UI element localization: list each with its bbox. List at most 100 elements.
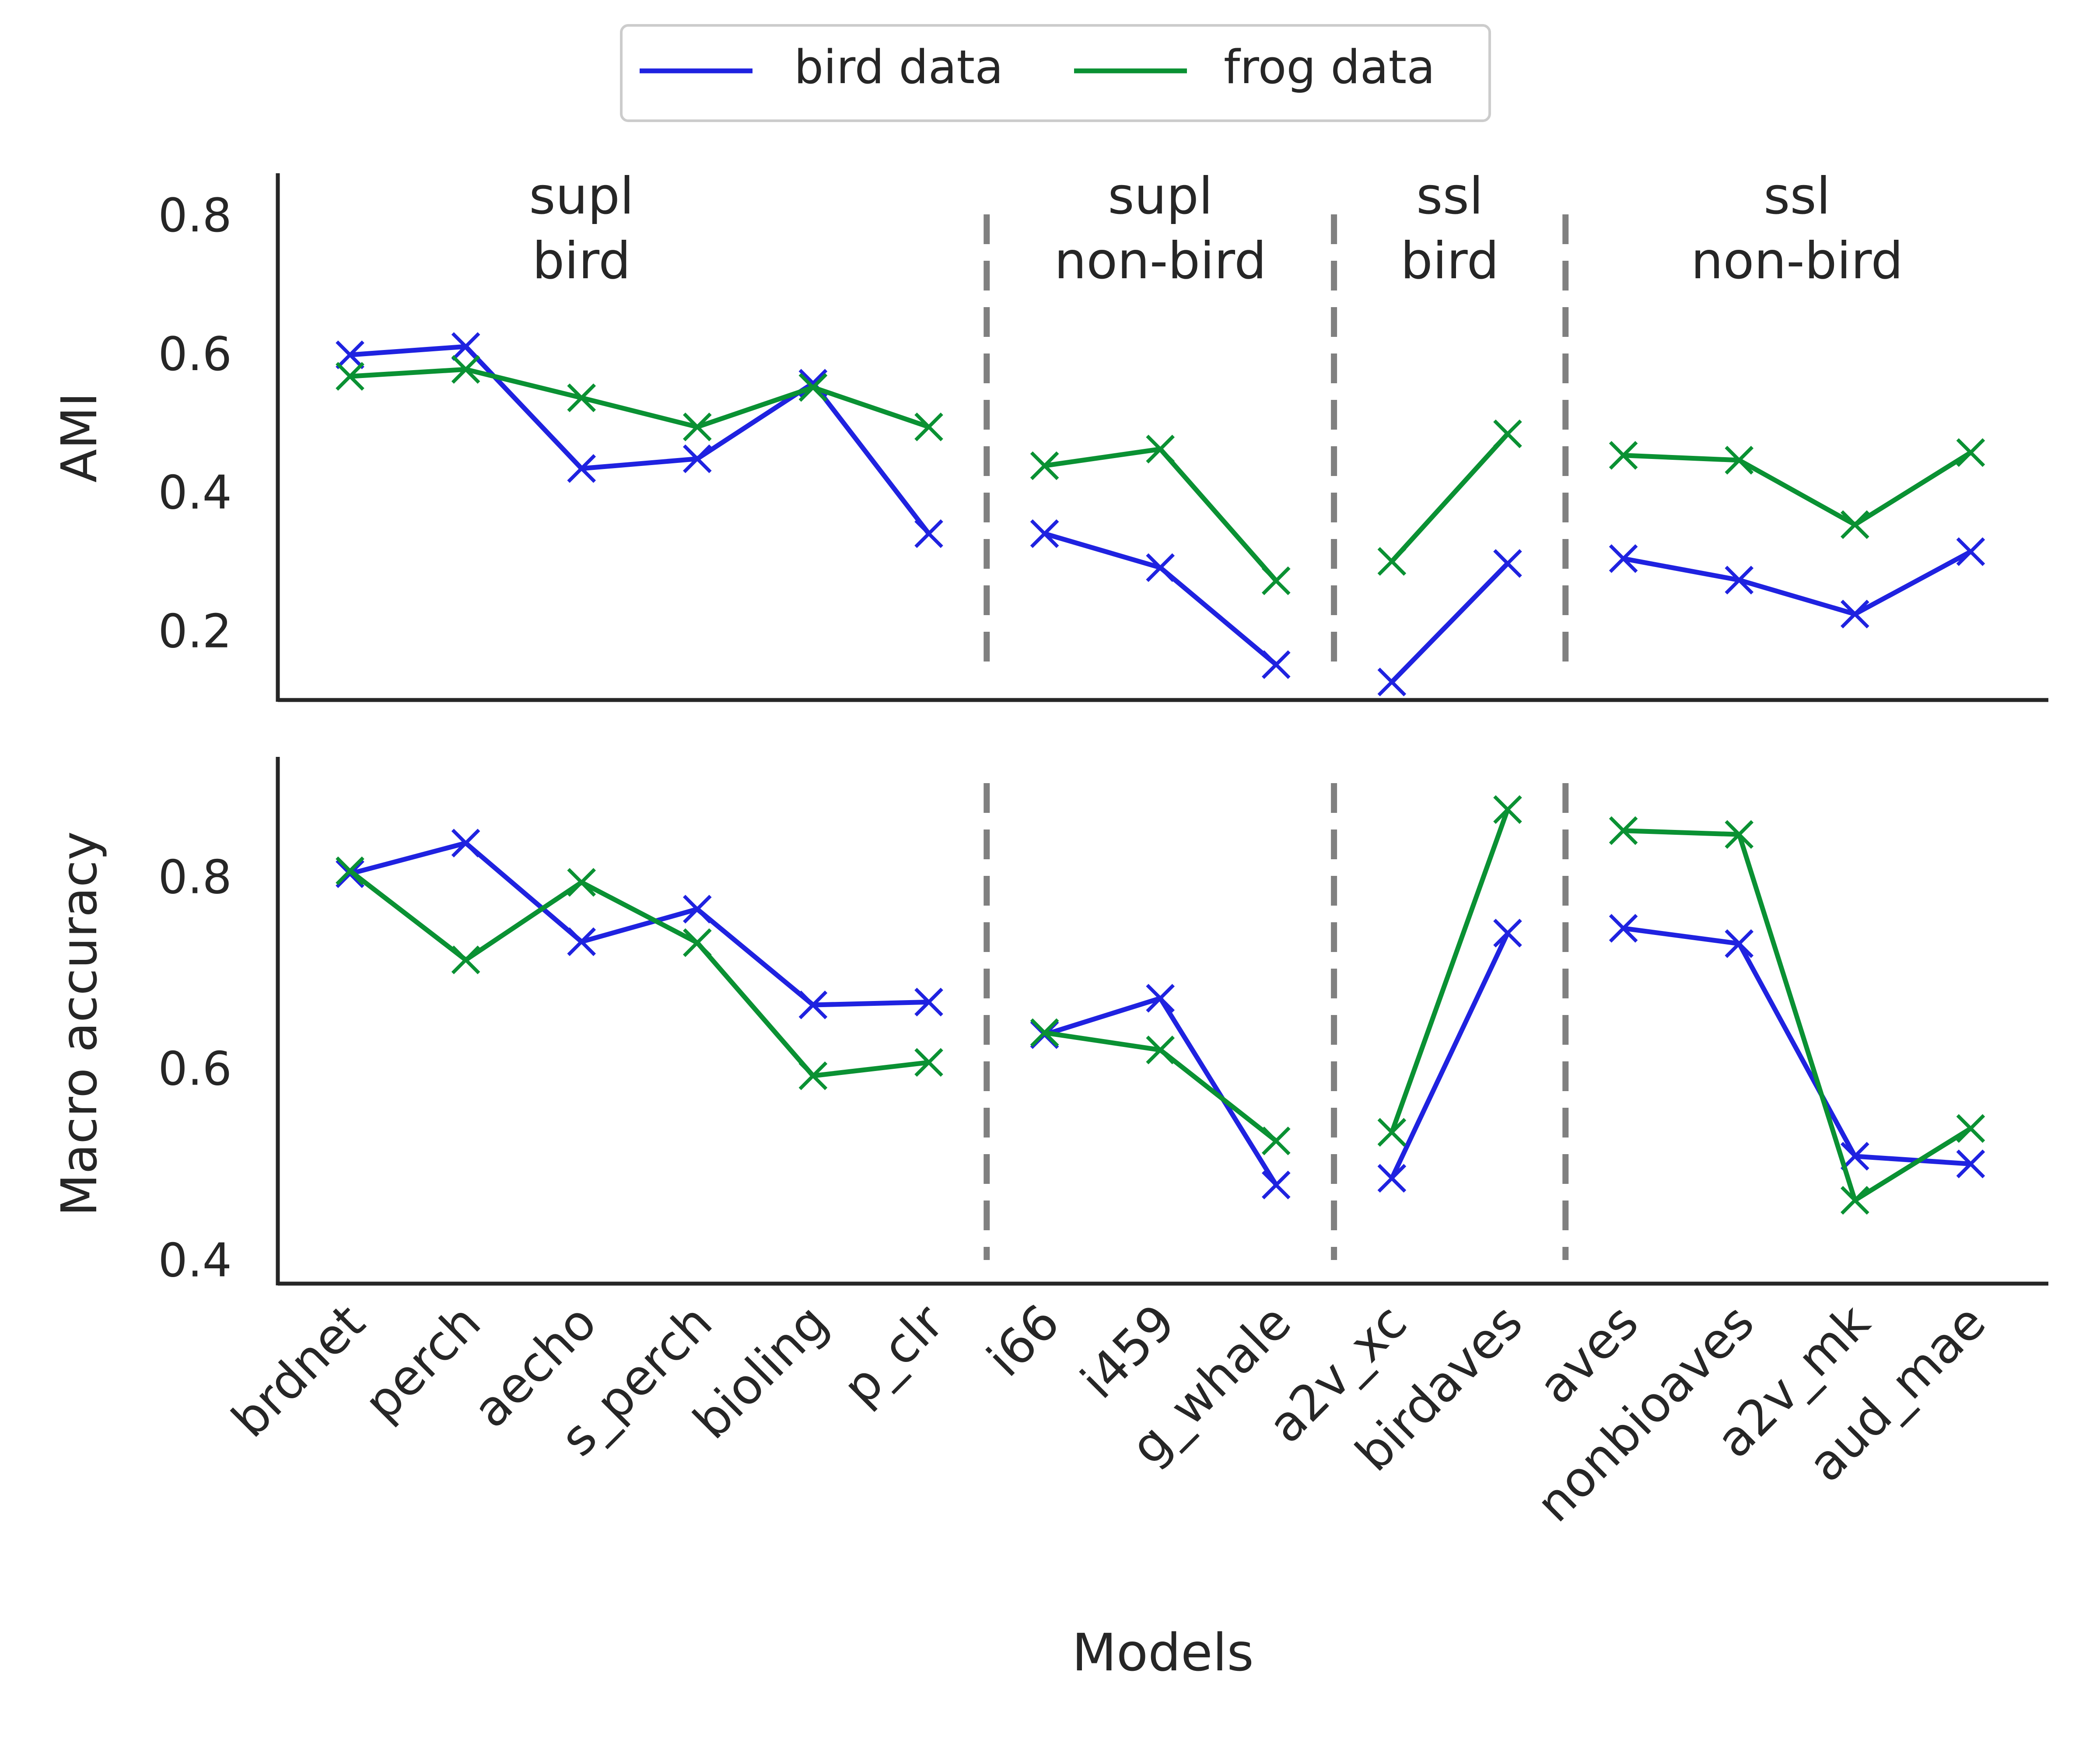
legend: bird data frog data: [620, 24, 1491, 122]
macro-series-frog-marker: [1956, 1114, 1985, 1143]
macro-series: [336, 795, 1985, 1215]
ami-group-dividers: [984, 214, 1569, 665]
ami-series-bird-marker: [336, 340, 364, 369]
macro-series-frog-marker: [1146, 1036, 1175, 1064]
macro-series-bird-line: [1623, 926, 1971, 1166]
group-label: bird: [532, 231, 631, 290]
group-label: supl: [529, 167, 634, 226]
ami-series: [336, 332, 1985, 696]
ami-y-tick-label: 0.8: [158, 189, 232, 242]
ami-y-tick-label: 0.6: [158, 327, 232, 381]
macro-series-bird-marker: [1956, 1149, 1985, 1179]
macro-series-bird-marker: [1146, 984, 1175, 1013]
macro-series-bird-marker: [1377, 1164, 1407, 1193]
ami-series-bird-line: [350, 344, 931, 536]
macro-y-tick-label: 0.8: [158, 850, 232, 904]
macro-series-bird-marker: [1493, 918, 1522, 948]
ami-y-ticks: 0.2 0.4 0.6 0.8: [158, 189, 232, 658]
ami-series-frog-marker: [798, 373, 828, 402]
ami-series-frog-line: [1390, 432, 1510, 563]
macro-series-frog-marker: [914, 1048, 943, 1077]
ami-series-bird-marker: [1956, 537, 1985, 566]
ami-series-frog-line: [1623, 450, 1972, 527]
ami-series-frog-line: [350, 367, 930, 430]
ami-series-frog-marker: [914, 412, 943, 441]
ami-series-bird-line: [1623, 550, 1972, 617]
legend-frame: [620, 24, 1491, 122]
macro-series-frog-line: [1623, 828, 1972, 1203]
ami-series-bird-line: [1390, 562, 1509, 684]
macro-series-frog: [336, 795, 1985, 1215]
group-label: ssl: [1764, 167, 1830, 226]
macro-series-frog-marker: [1377, 1118, 1407, 1147]
ami-series-bird: [336, 332, 1985, 696]
group-label: ssl: [1416, 167, 1483, 226]
ami-series-bird-marker: [1377, 667, 1407, 696]
ami-series-frog-marker: [451, 355, 480, 384]
ami-series-frog-marker: [1146, 434, 1175, 464]
ami-series-bird-marker: [1725, 566, 1754, 595]
macro-series-frog-marker: [1725, 820, 1754, 849]
macro-y-ticks: 0.4 0.6 0.8: [158, 850, 232, 1288]
macro-series-bird-marker: [451, 829, 480, 858]
ami-series-bird-marker: [914, 519, 943, 548]
macro-series-frog-marker: [336, 856, 364, 886]
ami-series-bird-marker: [1840, 599, 1869, 629]
macro-series-frog-marker: [1840, 1186, 1869, 1215]
macro-series-bird-marker: [1261, 1170, 1291, 1200]
macro-series-bird-marker: [1609, 914, 1638, 943]
macro-series-frog-marker: [1261, 1127, 1291, 1155]
ami-series-bird-marker: [1146, 553, 1175, 582]
ami-series-bird-marker: [682, 444, 712, 473]
ami-y-tick-label: 0.2: [158, 605, 232, 658]
ami-series-frog-marker: [1377, 547, 1407, 576]
macro-group-dividers: [984, 783, 1569, 1260]
macro-series-frog-marker: [1493, 795, 1522, 824]
macro-accuracy-panel: Macro accuracy 0.4 0.6 0.8: [51, 757, 2048, 1287]
ami-y-tick-label: 0.4: [158, 466, 232, 520]
ami-series-frog-marker: [1493, 419, 1522, 448]
macro-series-bird-line: [1390, 932, 1510, 1180]
macro-series-frog-line: [348, 869, 929, 1078]
ami-series-bird-marker: [1493, 549, 1522, 578]
ami-series-bird-marker: [567, 454, 596, 483]
macro-series-bird-marker: [1725, 929, 1754, 958]
macro-series-bird: [336, 829, 1985, 1200]
macro-series-bird-marker: [682, 895, 712, 924]
ami-series-frog-marker: [1261, 566, 1291, 595]
legend-label-frog: frog data: [1224, 40, 1435, 94]
macro-series-bird-line: [349, 840, 929, 1008]
macro-series-bird-marker: [798, 990, 828, 1019]
macro-y-axis-label: Macro accuracy: [51, 831, 108, 1216]
macro-series-frog-marker: [798, 1061, 828, 1090]
ami-series-frog-marker: [1609, 441, 1638, 470]
ami-panel: AMI 0.20.40.60.8 suplbirdsuplnon-birdssl…: [51, 167, 2048, 702]
macro-series-frog-marker: [682, 928, 712, 957]
group-label: non-bird: [1691, 231, 1903, 290]
group-label: supl: [1108, 167, 1213, 226]
macro-series-frog-marker: [1030, 1018, 1059, 1047]
macro-y-tick-label: 0.6: [158, 1042, 232, 1096]
macro-series-frog-marker: [451, 945, 480, 974]
macro-series-bird-marker: [914, 987, 943, 1017]
ami-series-bird-marker: [1261, 650, 1291, 679]
macro-series-frog-line: [1390, 808, 1510, 1133]
group-label: bird: [1400, 231, 1499, 290]
ami-series-frog-marker: [567, 383, 596, 413]
ami-series-frog-marker: [1725, 446, 1754, 475]
macro-series-frog-marker: [567, 868, 596, 897]
ami-series-bird-marker: [1609, 544, 1638, 573]
macro-series-frog-marker: [1609, 816, 1638, 845]
ami-y-axis-label: AMI: [51, 392, 108, 483]
ami-series-frog-marker: [682, 412, 712, 441]
ami-series-frog: [336, 355, 1985, 595]
macro-y-tick-label: 0.4: [158, 1233, 232, 1287]
x-axis-label: Models: [1072, 1622, 1254, 1683]
ami-series-frog-marker: [1840, 510, 1869, 539]
group-label: non-bird: [1054, 231, 1267, 290]
legend-label-bird: bird data: [794, 40, 1003, 94]
ami-series-frog-marker: [1030, 451, 1059, 480]
ami-series-frog-marker: [336, 362, 364, 391]
